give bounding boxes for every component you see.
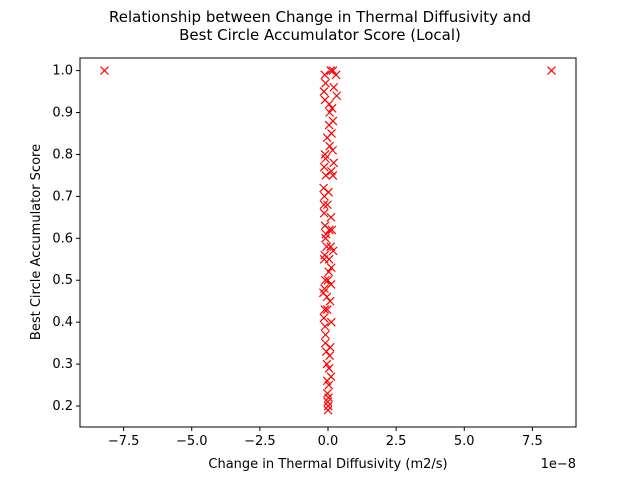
y-tick-label: 0.2 — [52, 399, 73, 414]
data-point — [320, 70, 330, 80]
data-point — [327, 225, 337, 235]
data-point — [325, 351, 335, 361]
x-axis: −7.5 −5.0 −2.5 0.0 2.5 5.0 7.5 — [108, 427, 543, 449]
x-tick-label: 0.0 — [318, 434, 339, 449]
data-point — [328, 246, 338, 256]
data-point — [329, 158, 339, 168]
data-point — [321, 347, 331, 356]
data-point — [332, 91, 342, 101]
data-point — [324, 363, 334, 373]
y-tick-label: 0.4 — [52, 315, 73, 330]
data-point — [320, 275, 330, 285]
x-axis-label: Change in Thermal Diffusivity (m2/s) — [208, 457, 447, 472]
chart-title-line-2: Best Circle Accumulator Score (Local) — [179, 26, 461, 44]
data-point — [321, 229, 331, 239]
data-point — [325, 141, 335, 151]
data-point — [322, 133, 332, 143]
data-point — [328, 66, 338, 76]
x-tick-label: −2.5 — [244, 434, 276, 449]
data-point — [324, 120, 334, 130]
data-point — [324, 99, 334, 109]
data-point — [326, 212, 336, 222]
data-point — [321, 154, 330, 164]
data-point — [319, 200, 329, 210]
data-point — [327, 103, 337, 113]
plot-area — [100, 66, 556, 415]
data-point — [324, 267, 334, 277]
data-point — [323, 200, 332, 210]
y-axis-label: Best Circle Accumulator Score — [29, 144, 44, 340]
x-tick-label: 5.0 — [454, 434, 475, 449]
data-point — [322, 359, 332, 369]
data-point — [321, 78, 330, 88]
data-point — [329, 82, 339, 92]
data-point — [321, 330, 330, 340]
x-tick-label: 7.5 — [522, 434, 543, 449]
y-tick-label: 0.3 — [52, 357, 73, 372]
data-point — [323, 275, 333, 285]
data-point — [324, 380, 334, 390]
data-point — [322, 242, 332, 252]
y-tick-label: 0.9 — [52, 106, 73, 121]
data-point — [324, 254, 334, 264]
y-tick-label: 0.6 — [52, 231, 73, 246]
y-tick-label: 1.0 — [52, 64, 73, 79]
data-point — [323, 401, 333, 411]
data-point — [324, 187, 333, 197]
data-point — [326, 280, 336, 289]
data-point — [326, 66, 336, 76]
x-tick-label: −7.5 — [108, 434, 140, 449]
data-point — [320, 321, 330, 331]
y-axis: 0.2 0.3 0.4 0.5 0.6 0.7 0.8 0.9 1.0 — [52, 64, 80, 414]
y-tick-label: 0.7 — [52, 189, 73, 204]
data-point — [328, 170, 338, 180]
x-tick-label: 2.5 — [386, 434, 407, 449]
data-point — [325, 296, 335, 306]
data-point — [321, 170, 331, 180]
data-point — [320, 305, 330, 315]
chart-title-line-1: Relationship between Change in Thermal D… — [109, 8, 531, 26]
data-point — [331, 70, 341, 80]
y-tick-label: 0.8 — [52, 147, 73, 162]
x-tick-label: −5.0 — [176, 434, 208, 449]
y-tick-label: 0.5 — [52, 273, 73, 288]
data-point — [323, 405, 333, 415]
data-point — [319, 87, 329, 96]
data-point — [326, 317, 336, 327]
data-point — [319, 162, 329, 172]
data-point — [322, 292, 332, 302]
data-point — [319, 208, 329, 218]
data-point — [328, 145, 338, 155]
data-point — [326, 242, 336, 252]
x-axis-offset-label: 1e−8 — [541, 457, 576, 472]
data-point — [319, 313, 329, 323]
data-point — [547, 66, 556, 76]
data-point — [326, 263, 336, 273]
data-point — [324, 225, 334, 235]
data-point — [100, 66, 109, 76]
data-point — [322, 305, 332, 315]
data-point — [325, 108, 335, 117]
